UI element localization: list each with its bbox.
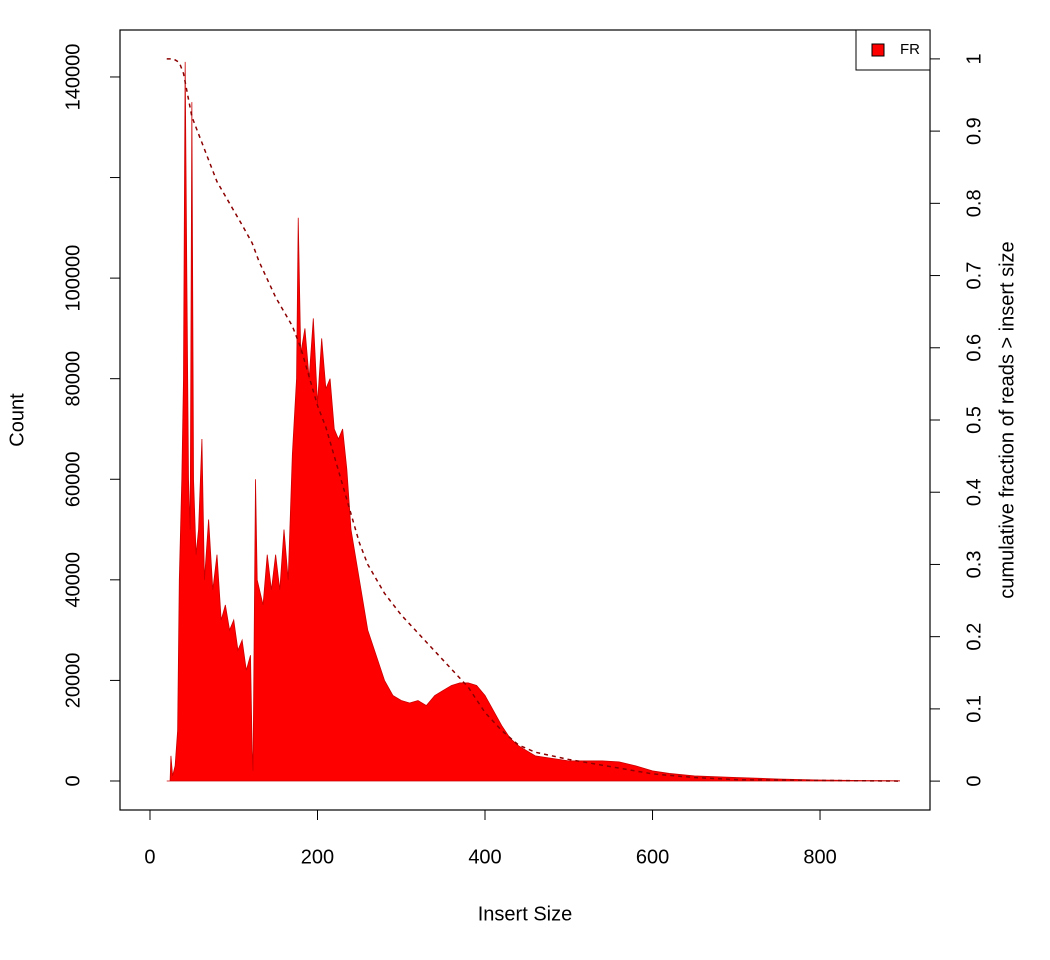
histogram-area	[166, 61, 900, 782]
y-tick-label: 80000	[62, 351, 84, 407]
y-tick-label: 40000	[62, 552, 84, 608]
y2-tick-label: 0.8	[963, 189, 985, 217]
y2-tick-label: 0	[963, 776, 985, 787]
y2-tick-label: 0.2	[963, 623, 985, 651]
x-tick-label: 200	[301, 846, 334, 868]
y-tick-label: 140000	[62, 44, 84, 111]
y-tick-label: 0	[62, 775, 84, 786]
y2-tick-label: 0.9	[963, 117, 985, 145]
x-tick-label: 400	[468, 846, 501, 868]
y-axis-title: Count	[6, 393, 28, 447]
y2-tick-label: 0.7	[963, 262, 985, 290]
x-axis-title: Insert Size	[478, 903, 572, 925]
legend-box	[855, 29, 931, 71]
y2-tick-label: 0.1	[963, 695, 985, 723]
x-tick-label: 800	[803, 846, 836, 868]
x-tick-label: 0	[144, 846, 155, 868]
x-tick-label: 600	[636, 846, 669, 868]
y-tick-label: 100000	[62, 245, 84, 312]
y-tick-label: 60000	[62, 451, 84, 507]
y-tick-label: 20000	[62, 653, 84, 709]
y2-tick-label: 0.6	[963, 334, 985, 362]
y2-tick-label: 0.4	[963, 478, 985, 506]
y2-tick-label: 1	[963, 53, 985, 64]
y2-tick-label: 0.3	[963, 551, 985, 579]
legend-label: FR	[900, 41, 920, 58]
y2-tick-label: 0.5	[963, 406, 985, 434]
y2-axis-title: cumulative fraction of reads > insert si…	[996, 241, 1018, 598]
legend-swatch	[871, 43, 885, 57]
